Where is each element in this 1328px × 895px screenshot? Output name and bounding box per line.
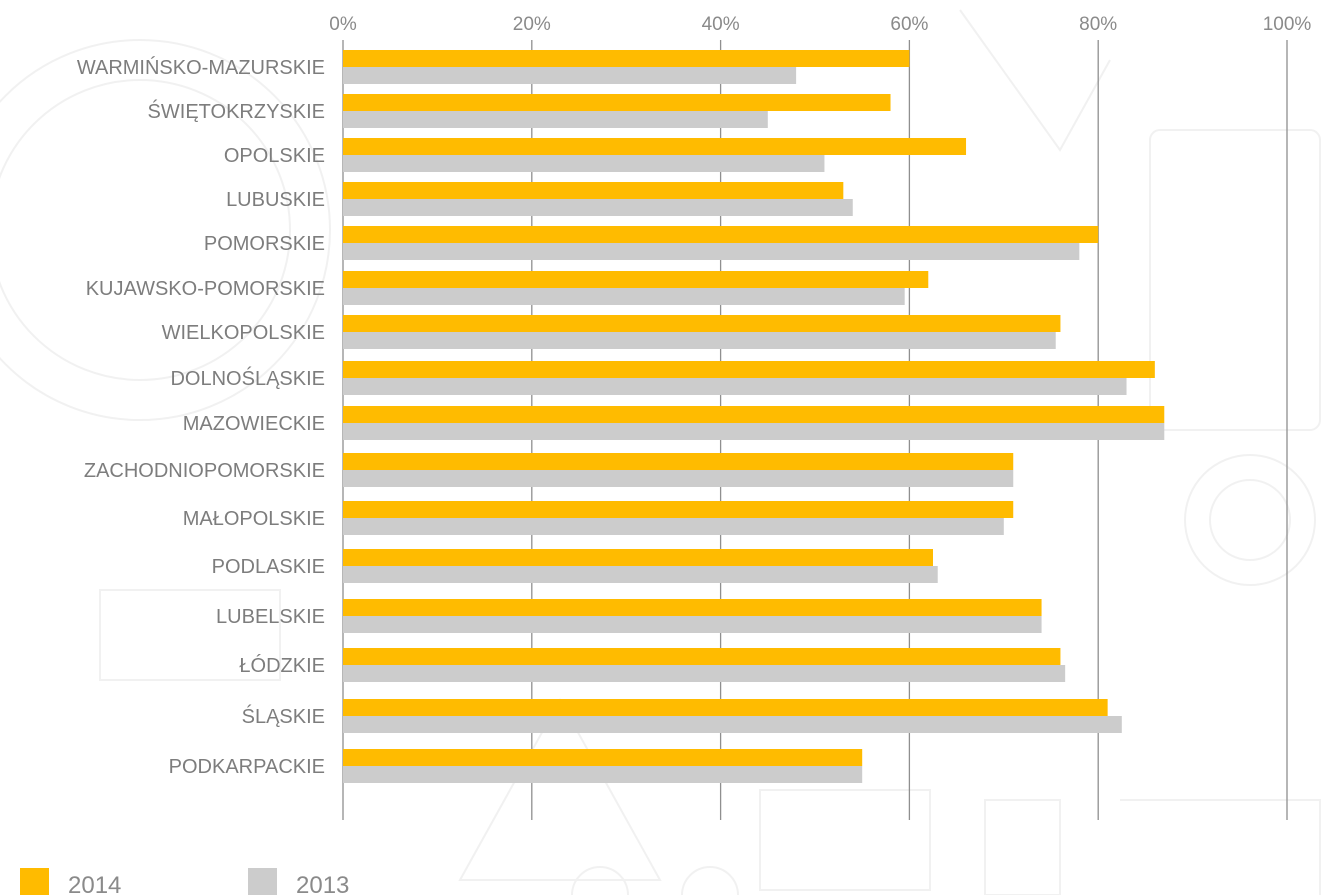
bar-2014 (343, 453, 1014, 470)
bar-2013 (343, 766, 863, 783)
bar-2014 (343, 699, 1108, 716)
x-tick-label: 80% (1079, 14, 1117, 35)
category-label: LUBELSKIE (216, 606, 325, 628)
bar-2013 (343, 378, 1127, 395)
legend-label-2013: 2013 (296, 872, 349, 895)
bar-2013 (343, 111, 768, 128)
category-label: ZACHODNIOPOMORSKIE (84, 460, 325, 482)
bar-2014 (343, 599, 1042, 616)
bar-2013 (343, 716, 1122, 733)
bar-2013 (343, 665, 1066, 682)
category-label: MAZOWIECKIE (183, 413, 325, 435)
category-label: DOLNOŚLĄSKIE (170, 366, 325, 390)
bar-2013 (343, 332, 1056, 349)
category-label: POMORSKIE (204, 233, 325, 255)
background-watermark-decoration (0, 9, 1321, 895)
bar-2014 (343, 50, 910, 67)
bar-2014 (343, 182, 844, 199)
legend-label-2014: 2014 (68, 872, 121, 895)
category-label: KUJAWSKO-POMORSKIE (86, 278, 325, 300)
category-label: ŁÓDZKIE (239, 654, 325, 677)
bar-2013 (343, 566, 938, 583)
category-label: MAŁOPOLSKIE (183, 508, 325, 530)
category-label: WARMIŃSKO-MAZURSKIE (77, 56, 325, 79)
bar-2013 (343, 518, 1004, 535)
bar-2014 (343, 94, 891, 111)
category-label: OPOLSKIE (224, 145, 325, 167)
bar-2013 (343, 199, 853, 216)
bar-2014 (343, 648, 1061, 665)
bars (343, 50, 1165, 783)
bar-2014 (343, 226, 1099, 243)
x-axis-ticks: 0% 20% 40% 60% 80% 100% (329, 14, 1311, 35)
bar-2014 (343, 361, 1155, 378)
legend: 2014 2013 (20, 868, 349, 895)
bar-2014 (343, 406, 1165, 423)
bar-2014 (343, 315, 1061, 332)
bar-2013 (343, 288, 905, 305)
legend-swatch-2013 (248, 868, 277, 895)
bar-2013 (343, 155, 825, 172)
bar-2013 (343, 616, 1042, 633)
x-tick-label: 60% (890, 14, 928, 35)
bar-2014 (343, 501, 1014, 518)
bar-2014 (343, 749, 863, 766)
category-label: WIELKOPOLSKIE (162, 322, 325, 344)
bar-2013 (343, 243, 1080, 260)
bar-2013 (343, 423, 1165, 440)
category-labels: WARMIŃSKO-MAZURSKIE ŚWIĘTOKRZYSKIE OPOLSKI… (77, 56, 325, 778)
bar-2014 (343, 138, 967, 155)
bar-2014 (343, 549, 933, 566)
category-label: LUBUSKIE (226, 189, 325, 211)
x-tick-label: 20% (513, 14, 551, 35)
x-tick-label: 0% (329, 14, 357, 35)
category-label: ŚLĄSKIE (242, 704, 325, 728)
legend-swatch-2014 (20, 868, 49, 895)
category-label: PODLASKIE (212, 556, 325, 578)
bar-2013 (343, 470, 1014, 487)
x-tick-label: 40% (702, 14, 740, 35)
category-label: PODKARPACKIE (169, 756, 325, 778)
bar-2014 (343, 271, 929, 288)
category-label: ŚWIĘTOKRZYSKIE (148, 99, 325, 123)
x-tick-label: 100% (1263, 14, 1312, 35)
bar-2013 (343, 67, 797, 84)
